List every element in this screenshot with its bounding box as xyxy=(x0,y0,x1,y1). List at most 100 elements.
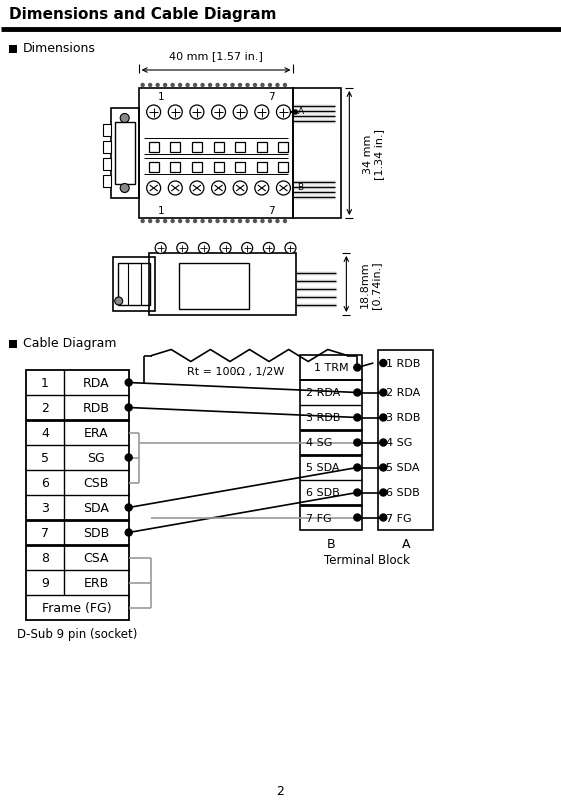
Circle shape xyxy=(149,84,151,88)
Bar xyxy=(9,46,17,54)
Circle shape xyxy=(194,220,196,223)
Text: 6: 6 xyxy=(41,476,49,489)
Bar xyxy=(278,143,288,153)
Text: 7: 7 xyxy=(268,206,275,216)
Bar xyxy=(113,258,155,312)
Circle shape xyxy=(276,220,279,223)
Bar xyxy=(171,143,180,153)
Bar xyxy=(171,163,180,173)
Circle shape xyxy=(114,298,123,306)
Circle shape xyxy=(155,243,166,255)
Circle shape xyxy=(125,380,132,386)
Circle shape xyxy=(354,464,361,471)
Bar xyxy=(103,124,111,137)
Text: 1: 1 xyxy=(41,377,49,389)
Circle shape xyxy=(177,243,188,255)
Circle shape xyxy=(380,515,387,521)
Text: Frame (FG): Frame (FG) xyxy=(43,601,112,614)
Circle shape xyxy=(269,84,272,88)
Text: 8: 8 xyxy=(41,552,49,565)
Circle shape xyxy=(354,414,361,422)
Circle shape xyxy=(261,220,264,223)
Text: SDB: SDB xyxy=(83,526,109,540)
Text: 18.8mm
[0.74in.]: 18.8mm [0.74in.] xyxy=(360,261,381,308)
Circle shape xyxy=(354,489,361,496)
Circle shape xyxy=(354,389,361,397)
Text: 3: 3 xyxy=(41,501,49,515)
Text: D-Sub 9 pin (socket): D-Sub 9 pin (socket) xyxy=(17,628,137,641)
Circle shape xyxy=(120,114,129,124)
Bar xyxy=(139,89,293,218)
Circle shape xyxy=(168,106,182,120)
Circle shape xyxy=(171,84,174,88)
Circle shape xyxy=(164,220,167,223)
Text: 5 SDA: 5 SDA xyxy=(387,463,420,473)
Bar xyxy=(9,340,17,349)
Circle shape xyxy=(141,84,144,88)
Circle shape xyxy=(216,84,219,88)
Circle shape xyxy=(283,220,287,223)
Text: A: A xyxy=(402,538,410,551)
Circle shape xyxy=(146,106,160,120)
Circle shape xyxy=(164,84,167,88)
Circle shape xyxy=(125,454,132,462)
Bar xyxy=(235,143,245,153)
Circle shape xyxy=(216,220,219,223)
Circle shape xyxy=(238,84,242,88)
Text: 4: 4 xyxy=(41,426,49,439)
Text: 6 SDB: 6 SDB xyxy=(387,488,420,498)
Bar xyxy=(103,176,111,188)
Circle shape xyxy=(263,243,274,255)
Bar xyxy=(103,159,111,171)
Circle shape xyxy=(201,84,204,88)
Circle shape xyxy=(125,529,132,536)
Circle shape xyxy=(171,220,174,223)
Circle shape xyxy=(149,220,151,223)
Bar xyxy=(257,163,267,173)
Bar xyxy=(178,263,249,310)
Circle shape xyxy=(293,111,297,115)
Circle shape xyxy=(120,184,129,194)
Circle shape xyxy=(178,220,182,223)
Circle shape xyxy=(233,106,247,120)
Text: 9: 9 xyxy=(41,577,49,589)
Text: 7: 7 xyxy=(268,92,275,102)
Circle shape xyxy=(283,84,287,88)
Circle shape xyxy=(254,220,256,223)
Circle shape xyxy=(285,243,296,255)
Text: 2 RDA: 2 RDA xyxy=(306,388,341,398)
Circle shape xyxy=(277,181,291,196)
Circle shape xyxy=(233,181,247,196)
Circle shape xyxy=(380,414,387,422)
Text: Dimensions and Cable Diagram: Dimensions and Cable Diagram xyxy=(9,6,277,22)
Circle shape xyxy=(269,220,272,223)
Circle shape xyxy=(380,360,387,367)
Text: 5 SDA: 5 SDA xyxy=(306,463,340,473)
Text: SDA: SDA xyxy=(84,501,109,515)
Bar xyxy=(149,163,159,173)
Text: 6 SDB: 6 SDB xyxy=(306,488,340,498)
Circle shape xyxy=(223,84,227,88)
Text: 2: 2 xyxy=(41,402,49,414)
Text: CSA: CSA xyxy=(84,552,109,565)
Circle shape xyxy=(199,243,209,255)
Circle shape xyxy=(125,504,132,512)
Circle shape xyxy=(380,389,387,397)
Circle shape xyxy=(231,84,234,88)
Text: 40 mm [1.57 in.]: 40 mm [1.57 in.] xyxy=(169,51,263,61)
Bar xyxy=(214,163,223,173)
Text: B: B xyxy=(297,182,304,191)
Text: 3 RDB: 3 RDB xyxy=(387,413,421,423)
Bar xyxy=(149,143,159,153)
Bar xyxy=(192,163,202,173)
Text: Rt = 100Ω , 1/2W: Rt = 100Ω , 1/2W xyxy=(187,367,284,377)
Circle shape xyxy=(380,439,387,446)
Text: 2 RDA: 2 RDA xyxy=(387,388,421,398)
Bar xyxy=(149,254,296,316)
Text: 1: 1 xyxy=(157,92,164,102)
Text: A: A xyxy=(297,106,304,116)
Bar xyxy=(114,123,135,185)
Text: 2: 2 xyxy=(277,785,284,797)
Circle shape xyxy=(125,405,132,411)
Bar xyxy=(293,89,341,218)
